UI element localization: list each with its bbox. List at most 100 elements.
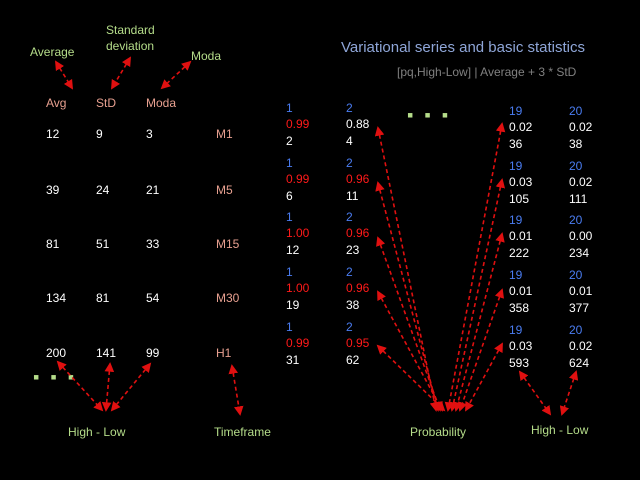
series-index: 20 — [569, 323, 583, 337]
probability-value: 0.99 — [286, 117, 310, 131]
std-label-line2: deviation — [106, 39, 155, 53]
series-index: 19 — [509, 159, 523, 173]
high-low-value: 4 — [346, 134, 353, 148]
probability-value: 1.00 — [286, 226, 310, 240]
series-index: 20 — [569, 213, 583, 227]
probability-value: 0.02 — [569, 175, 593, 189]
series-index: 1 — [286, 101, 293, 115]
probability-value: 0.00 — [569, 229, 593, 243]
high-low-value: 6 — [286, 189, 293, 203]
high-low-label-left: High - Low — [68, 425, 126, 439]
std-value: 81 — [96, 291, 110, 305]
std-value: 51 — [96, 237, 110, 251]
high-low-value: 234 — [569, 246, 590, 260]
arrow-prob-6 — [444, 122, 506, 412]
high-low-value: 23 — [346, 243, 360, 257]
moda-value: 54 — [146, 291, 160, 305]
timeframe-value: M1 — [216, 127, 233, 141]
arrow-std — [111, 56, 131, 90]
high-low-value: 377 — [569, 301, 590, 315]
high-low-value: 105 — [509, 192, 530, 206]
moda-value: 33 — [146, 237, 160, 251]
probability-value: 0.03 — [509, 175, 533, 189]
arrow-prob-3 — [376, 236, 442, 412]
moda-label: Moda — [191, 49, 222, 63]
arrow-highlow-moda — [110, 362, 152, 412]
high-low-value: 12 — [286, 243, 300, 257]
probability-value: 0.02 — [569, 120, 593, 134]
chart-subtitle: [pq,High-Low] | Average + 3 * StD — [397, 65, 577, 79]
timeframe-label: Timeframe — [214, 425, 271, 439]
arrow-prob-5 — [376, 344, 446, 412]
high-low-value: 62 — [346, 353, 360, 367]
average-label: Average — [30, 45, 75, 59]
series-index: 2 — [346, 101, 353, 115]
arrow-prob-9 — [458, 288, 504, 412]
series-index: 2 — [346, 210, 353, 224]
ellipsis-indicator-mid: ▪ ▪ ▪ — [407, 105, 452, 125]
timeframe-value: M5 — [216, 183, 233, 197]
series-index: 1 — [286, 156, 293, 170]
high-low-value: 624 — [569, 356, 590, 370]
avg-value: 39 — [46, 183, 60, 197]
avg-value: 200 — [46, 346, 67, 360]
arrow-highlow-right-19 — [518, 370, 552, 416]
series-index: 20 — [569, 159, 583, 173]
column-header-std: StD — [96, 96, 117, 110]
std-value: 24 — [96, 183, 110, 197]
series-index: 19 — [509, 323, 523, 337]
arrow-moda — [160, 60, 192, 90]
avg-value: 134 — [46, 291, 67, 305]
high-low-value: 2 — [286, 134, 293, 148]
timeframe-value: M30 — [216, 291, 240, 305]
series-index: 1 — [286, 265, 293, 279]
probability-value: 0.88 — [346, 117, 370, 131]
probability-value: 0.99 — [286, 336, 310, 350]
high-low-value: 358 — [509, 301, 530, 315]
arrow-prob-10 — [465, 342, 503, 412]
arrow-highlow-avg — [56, 360, 104, 412]
probability-value: 0.96 — [346, 281, 370, 295]
chart-title: Variational series and basic statistics — [341, 39, 585, 56]
probability-value: 0.01 — [569, 284, 593, 298]
high-low-value: 38 — [569, 137, 583, 151]
avg-value: 81 — [46, 237, 60, 251]
timeframe-value: H1 — [216, 346, 232, 360]
probability-value: 1.00 — [286, 281, 310, 295]
moda-value: 21 — [146, 183, 160, 197]
series-index: 2 — [346, 156, 353, 170]
series-index: 20 — [569, 104, 583, 118]
probability-value: 0.95 — [346, 336, 370, 350]
series-index: 2 — [346, 320, 353, 334]
arrow-prob-7 — [448, 178, 506, 412]
high-low-value: 19 — [286, 298, 300, 312]
probability-value: 0.01 — [509, 229, 533, 243]
arrow-timeframe — [228, 364, 244, 416]
high-low-value: 11 — [346, 189, 359, 203]
probability-value: 0.99 — [286, 172, 310, 186]
probability-value: 0.02 — [569, 339, 593, 353]
arrow-prob-4 — [377, 290, 443, 412]
avg-value: 12 — [46, 127, 60, 141]
high-low-value: 111 — [569, 192, 588, 206]
high-low-value: 36 — [509, 137, 523, 151]
std-label-line1: Standard — [106, 23, 155, 37]
high-low-value: 222 — [509, 246, 530, 260]
arrow-prob-8 — [453, 232, 505, 412]
series-index: 2 — [346, 265, 353, 279]
column-header-avg: Avg — [46, 96, 67, 110]
probability-label: Probability — [410, 425, 467, 439]
std-value: 141 — [96, 346, 117, 360]
probability-value: 0.03 — [509, 339, 533, 353]
moda-value: 99 — [146, 346, 160, 360]
probability-value: 0.96 — [346, 172, 370, 186]
std-value: 9 — [96, 127, 103, 141]
moda-value: 3 — [146, 127, 153, 141]
arrow-highlow-right-20 — [559, 370, 579, 416]
probability-value: 0.01 — [509, 284, 533, 298]
series-index: 20 — [569, 268, 583, 282]
arrow-highlow-std — [101, 362, 115, 412]
high-low-label-right: High - Low — [531, 423, 589, 437]
series-index: 1 — [286, 210, 293, 224]
